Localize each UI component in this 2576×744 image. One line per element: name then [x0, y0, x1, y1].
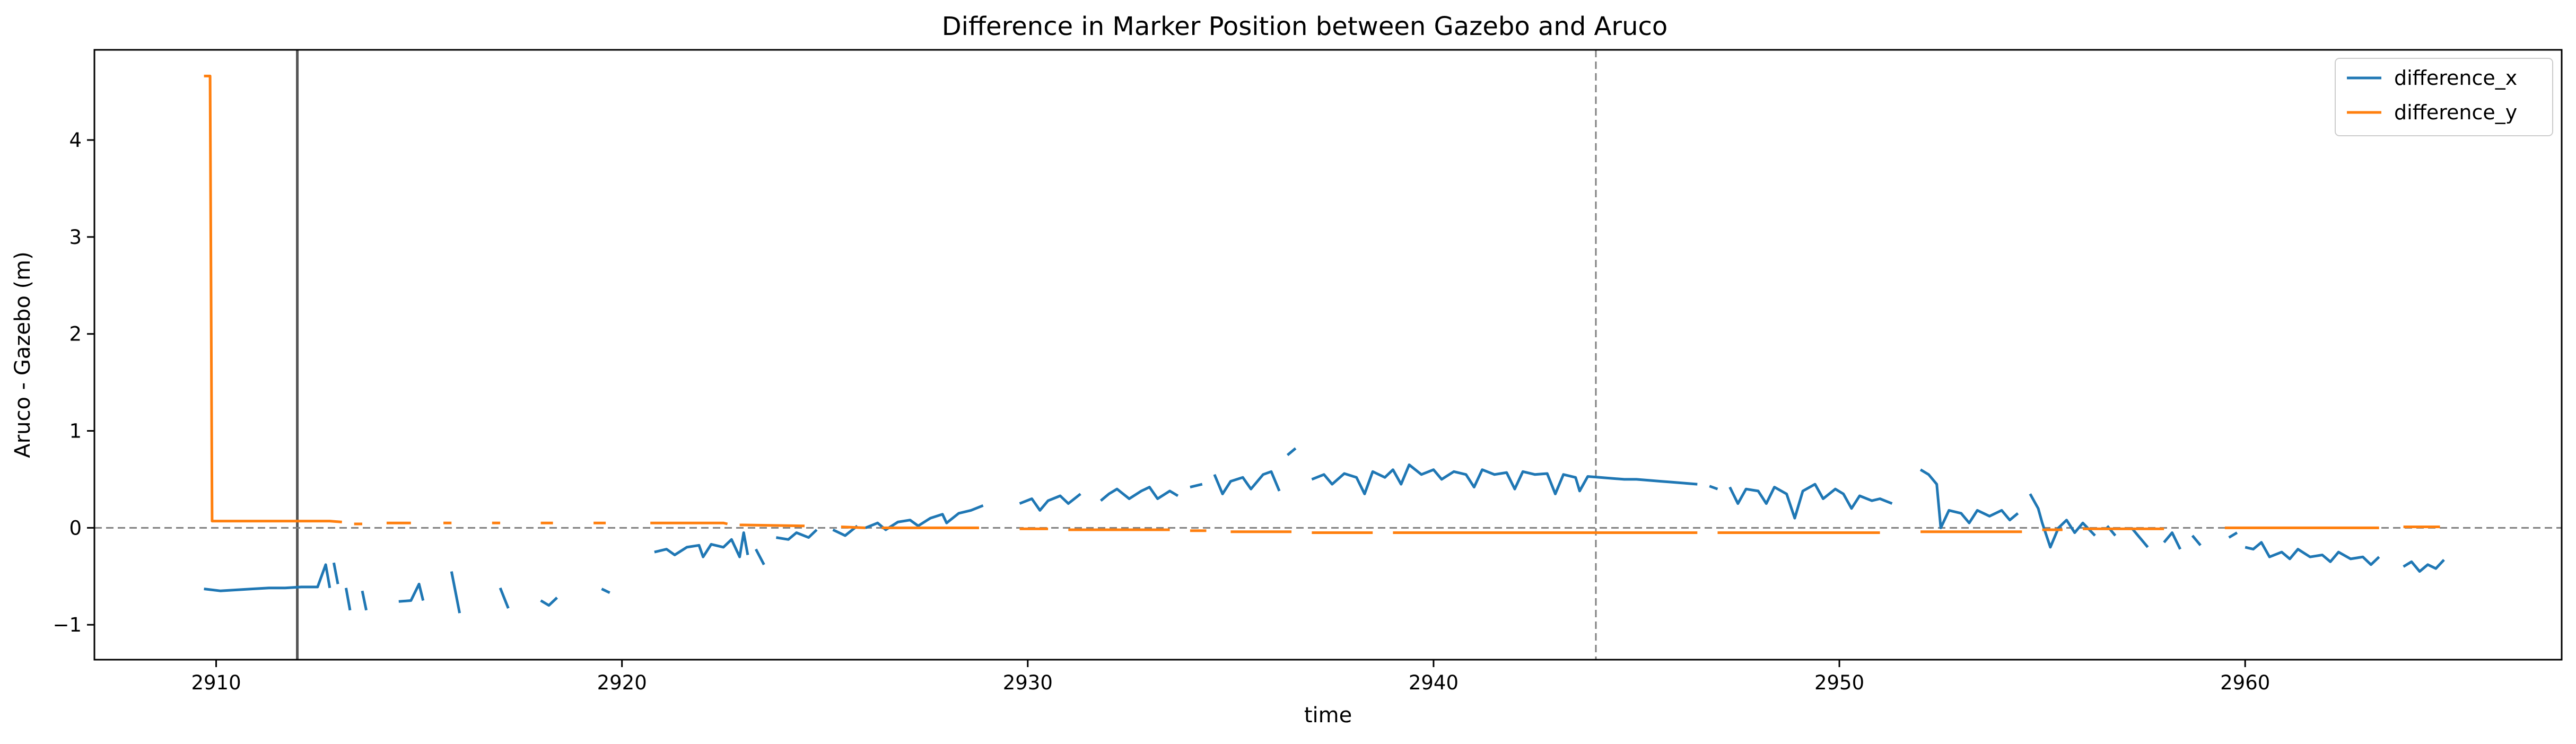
- series-line-difference-x: [2163, 531, 2182, 550]
- series-line-difference-x: [1919, 468, 2019, 529]
- series-line-difference-x: [2191, 535, 2202, 546]
- series-line-difference-y: [739, 523, 805, 528]
- x-axis: 2910 2920 2930 2940 2950 2960: [191, 660, 2270, 694]
- series-line-difference-x: [832, 524, 858, 537]
- y-axis-label: Aruco - Gazebo (m): [11, 251, 35, 458]
- series-line-difference-x: [540, 597, 558, 607]
- series-line-difference-x: [2029, 493, 2096, 549]
- legend-label-difference-x: difference_x: [2394, 66, 2517, 90]
- x-tick-label: 2960: [2220, 671, 2270, 694]
- series-line-difference-x: [754, 548, 765, 565]
- series-line-difference-x: [2403, 558, 2445, 573]
- series-difference-y: [204, 74, 2440, 534]
- series-line-difference-x: [1019, 493, 1081, 512]
- series-line-difference-x: [1709, 485, 1718, 491]
- legend-label-difference-y: difference_y: [2394, 101, 2517, 124]
- series-line-difference-x: [1099, 486, 1179, 502]
- series-line-difference-x: [1190, 483, 1203, 489]
- series-line-difference-y: [841, 526, 866, 529]
- series-layer: [204, 74, 2445, 614]
- series-line-difference-x: [332, 562, 339, 584]
- series-line-difference-x: [1728, 483, 1893, 520]
- series-line-difference-x: [601, 588, 610, 594]
- series-line-difference-x: [776, 529, 818, 541]
- series-line-difference-x: [2130, 527, 2149, 548]
- y-tick-label: 4: [69, 129, 82, 152]
- series-line-difference-y: [650, 521, 728, 526]
- series-line-difference-x: [654, 531, 749, 558]
- x-tick-label: 2930: [1003, 671, 1053, 694]
- series-difference-x: [204, 447, 2445, 614]
- y-tick-label: −1: [53, 614, 82, 636]
- plot-area: [93, 49, 2563, 661]
- legend: difference_x difference_y: [2335, 58, 2553, 136]
- series-line-difference-x: [361, 590, 368, 611]
- x-tick-label: 2940: [1409, 671, 1459, 694]
- series-line-difference-x: [1213, 470, 1281, 495]
- y-tick-label: 1: [69, 420, 82, 443]
- x-tick-label: 2950: [1814, 671, 1864, 694]
- series-line-difference-x: [344, 588, 352, 611]
- series-line-difference-x: [499, 587, 510, 609]
- x-tick-label: 2910: [191, 671, 241, 694]
- legend-frame: [2335, 58, 2553, 136]
- y-axis: −1 0 1 2 3 4: [53, 129, 94, 636]
- series-line-difference-x: [1286, 447, 1297, 457]
- x-axis-label: time: [1304, 703, 1352, 728]
- series-line-difference-x: [2245, 541, 2380, 566]
- series-line-difference-y: [204, 74, 342, 523]
- series-line-difference-x: [204, 563, 331, 592]
- series-line-difference-x: [398, 582, 425, 603]
- series-line-difference-x: [1311, 463, 1698, 495]
- series-line-difference-x: [450, 571, 461, 614]
- chart-title: Difference in Marker Position between Ga…: [942, 12, 1668, 41]
- y-tick-label: 3: [69, 226, 82, 249]
- plot-background: [94, 50, 2562, 660]
- y-tick-label: 2: [69, 323, 82, 346]
- x-tick-label: 2920: [597, 671, 647, 694]
- series-line-difference-x: [2228, 531, 2238, 539]
- y-tick-label: 0: [69, 517, 82, 539]
- plot-frame: [93, 49, 2563, 661]
